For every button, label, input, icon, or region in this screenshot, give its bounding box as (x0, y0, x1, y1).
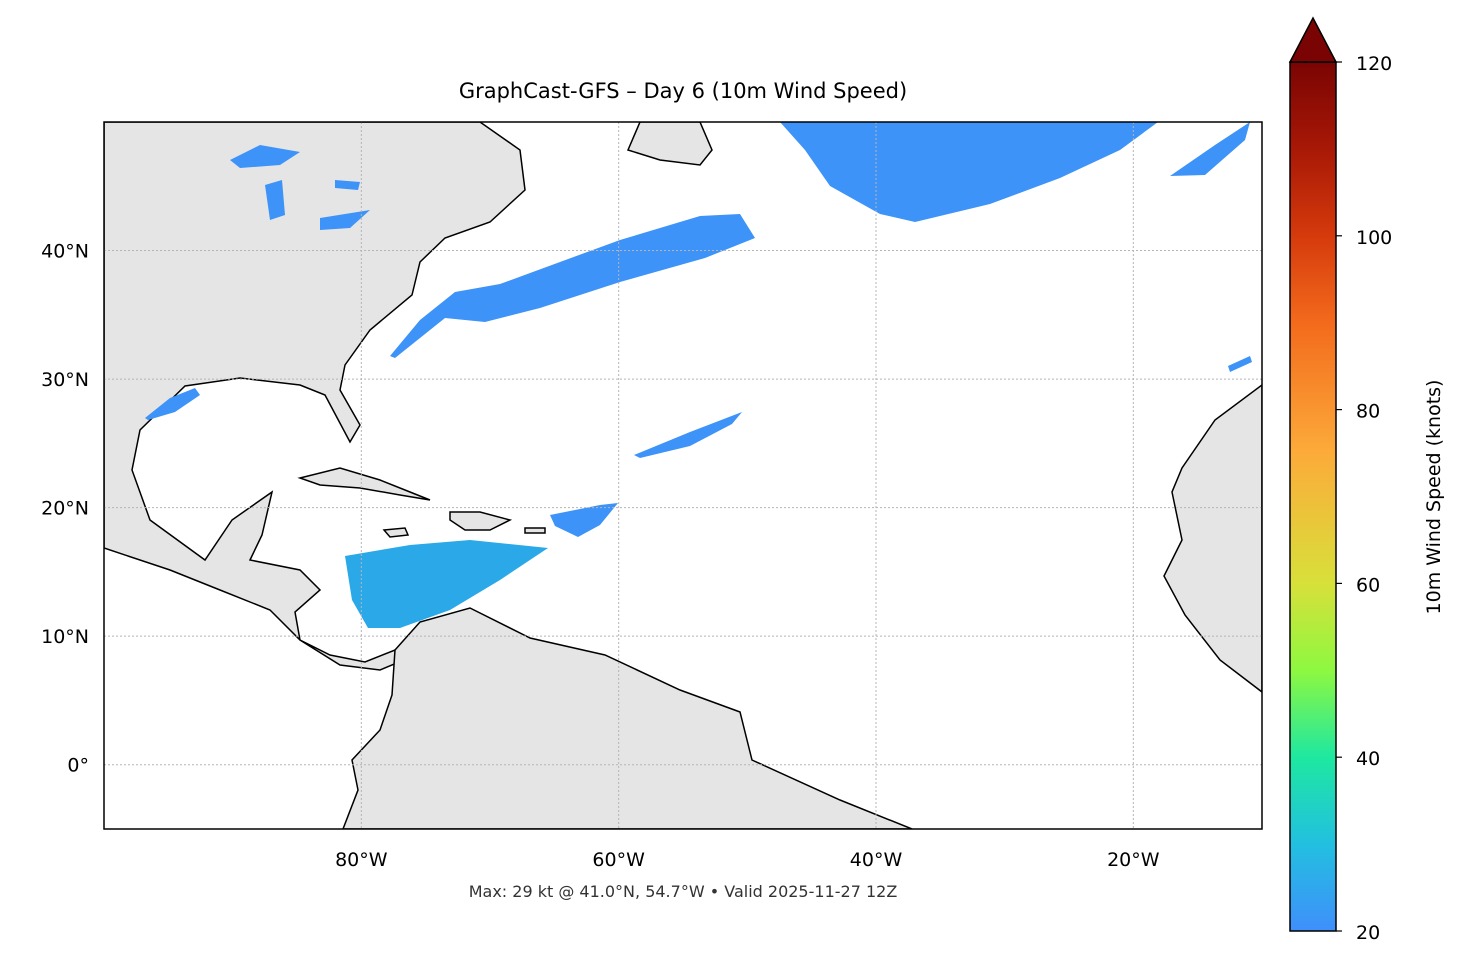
y-tick-label: 40°N (41, 241, 89, 263)
map-frame (103, 121, 1263, 830)
colorbar-tick-label: 120 (1356, 53, 1392, 75)
south-america (342, 607, 913, 829)
map (104, 122, 1262, 829)
hispaniola (449, 511, 513, 531)
wind-azores (1228, 356, 1252, 372)
y-tick-label: 10°N (41, 626, 89, 648)
wind-caribbean (345, 540, 548, 628)
africa (1163, 384, 1262, 693)
colorbar-tick-label: 40 (1356, 748, 1380, 770)
colorbar-tick-label: 20 (1356, 922, 1380, 944)
colorbar-label: 10m Wind Speed (knots) (1423, 380, 1445, 615)
y-tick-label: 0° (67, 755, 89, 777)
gridlines (104, 122, 1262, 829)
x-tick-label: 80°W (335, 849, 388, 871)
wind-northeast (1170, 122, 1250, 176)
chart-title: GraphCast-GFS – Day 6 (10m Wind Speed) (459, 79, 907, 103)
x-tick-label: 40°W (850, 849, 903, 871)
colorbar-extend (1288, 16, 1338, 63)
newfoundland (626, 122, 713, 166)
colorbar-tick-label: 100 (1356, 227, 1392, 249)
footer: Max: 29 kt @ 41.0°N, 54.7°W • Valid 2025… (469, 882, 898, 901)
wind-gulf (145, 388, 200, 420)
wind-east-caribbean (550, 503, 618, 537)
colorbar-tick-label: 60 (1356, 574, 1380, 596)
north-america (104, 122, 526, 671)
cuba (297, 467, 431, 501)
wind-subtropic (634, 412, 742, 458)
y-tick-label: 30°N (41, 369, 89, 391)
colorbar (1289, 61, 1337, 932)
wind-jet (390, 214, 755, 358)
x-tick-label: 60°W (592, 849, 645, 871)
wind-great-lakes (230, 145, 370, 230)
wind-north (780, 122, 1158, 222)
puerto-rico (524, 527, 546, 534)
x-tick-label: 20°W (1107, 849, 1160, 871)
jamaica (382, 527, 410, 538)
colorbar-tick-label: 80 (1356, 401, 1380, 423)
y-tick-label: 20°N (41, 498, 89, 520)
